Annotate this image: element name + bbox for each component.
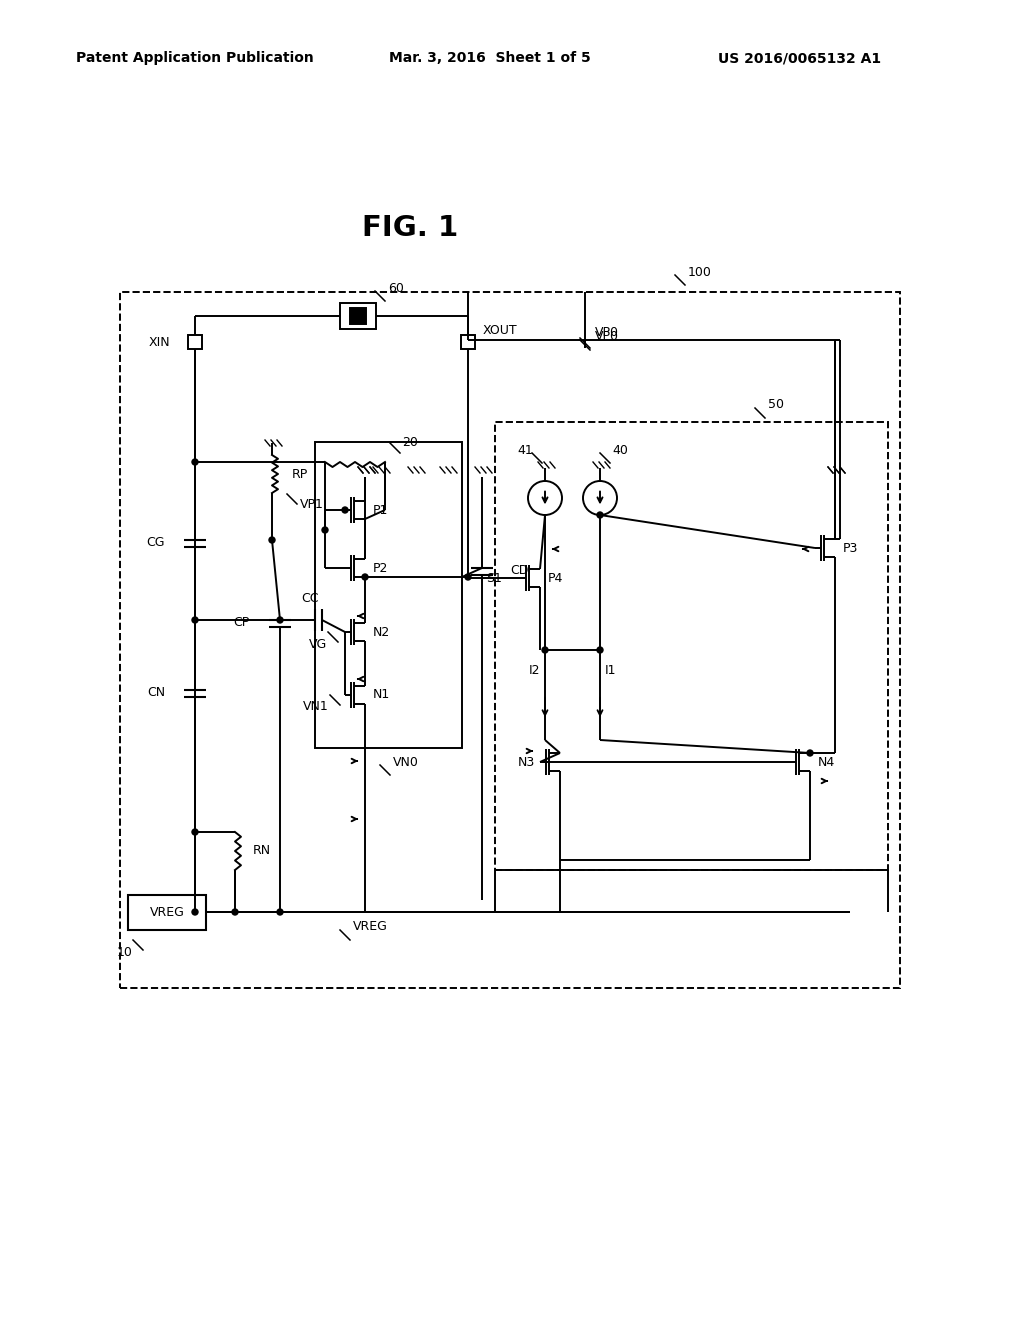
Text: 60: 60	[388, 282, 403, 296]
Text: CP: CP	[233, 616, 250, 630]
Circle shape	[278, 909, 283, 915]
Text: P2: P2	[373, 561, 388, 574]
Text: CG: CG	[146, 536, 165, 549]
Circle shape	[597, 647, 603, 653]
Text: VREG: VREG	[353, 920, 388, 933]
Text: FIG. 1: FIG. 1	[361, 214, 458, 242]
Text: VREG: VREG	[150, 906, 184, 919]
Text: RN: RN	[253, 845, 271, 858]
Bar	[315, 442, 462, 748]
Circle shape	[193, 909, 198, 915]
Text: Patent Application Publication: Patent Application Publication	[76, 51, 314, 65]
Circle shape	[193, 829, 198, 836]
Circle shape	[362, 574, 368, 579]
Text: CD: CD	[510, 565, 528, 578]
Circle shape	[193, 616, 198, 623]
Text: 50: 50	[768, 399, 784, 412]
Text: VP1: VP1	[300, 499, 324, 511]
Bar	[461, 335, 475, 348]
Text: N3: N3	[518, 755, 535, 768]
Text: 40: 40	[612, 445, 628, 458]
Text: P1: P1	[373, 503, 388, 516]
Text: VP0: VP0	[595, 326, 618, 338]
Text: RP: RP	[292, 467, 308, 480]
Circle shape	[193, 459, 198, 465]
Circle shape	[278, 616, 283, 623]
Text: S1: S1	[486, 572, 502, 585]
Text: 41: 41	[517, 445, 534, 458]
Text: US 2016/0065132 A1: US 2016/0065132 A1	[719, 51, 882, 65]
Bar	[128, 895, 206, 931]
Text: N1: N1	[373, 689, 390, 701]
Text: N2: N2	[373, 626, 390, 639]
Circle shape	[807, 750, 813, 756]
Text: 20: 20	[402, 436, 418, 449]
Text: VP0: VP0	[595, 330, 618, 342]
Text: Mar. 3, 2016  Sheet 1 of 5: Mar. 3, 2016 Sheet 1 of 5	[389, 51, 591, 65]
Text: XIN: XIN	[148, 335, 170, 348]
Circle shape	[232, 909, 238, 915]
Text: P3: P3	[843, 541, 858, 554]
Text: 100: 100	[688, 265, 712, 279]
Text: N4: N4	[818, 755, 836, 768]
Text: VN0: VN0	[393, 755, 419, 768]
Circle shape	[597, 512, 603, 517]
Bar	[188, 335, 202, 348]
Text: I1: I1	[605, 664, 616, 676]
Text: P4: P4	[548, 572, 563, 585]
Text: 10: 10	[117, 945, 133, 958]
Circle shape	[465, 574, 471, 579]
Bar	[495, 422, 888, 870]
Text: CN: CN	[146, 686, 165, 700]
Circle shape	[322, 527, 328, 533]
Text: VN1: VN1	[303, 701, 329, 714]
Circle shape	[342, 507, 348, 513]
Bar	[120, 292, 900, 987]
Text: CC: CC	[301, 591, 318, 605]
Circle shape	[269, 537, 275, 543]
Text: VG: VG	[309, 638, 327, 651]
Text: I2: I2	[528, 664, 540, 676]
Text: XOUT: XOUT	[483, 323, 517, 337]
Circle shape	[542, 647, 548, 653]
Bar	[350, 308, 366, 323]
Bar	[340, 304, 376, 329]
